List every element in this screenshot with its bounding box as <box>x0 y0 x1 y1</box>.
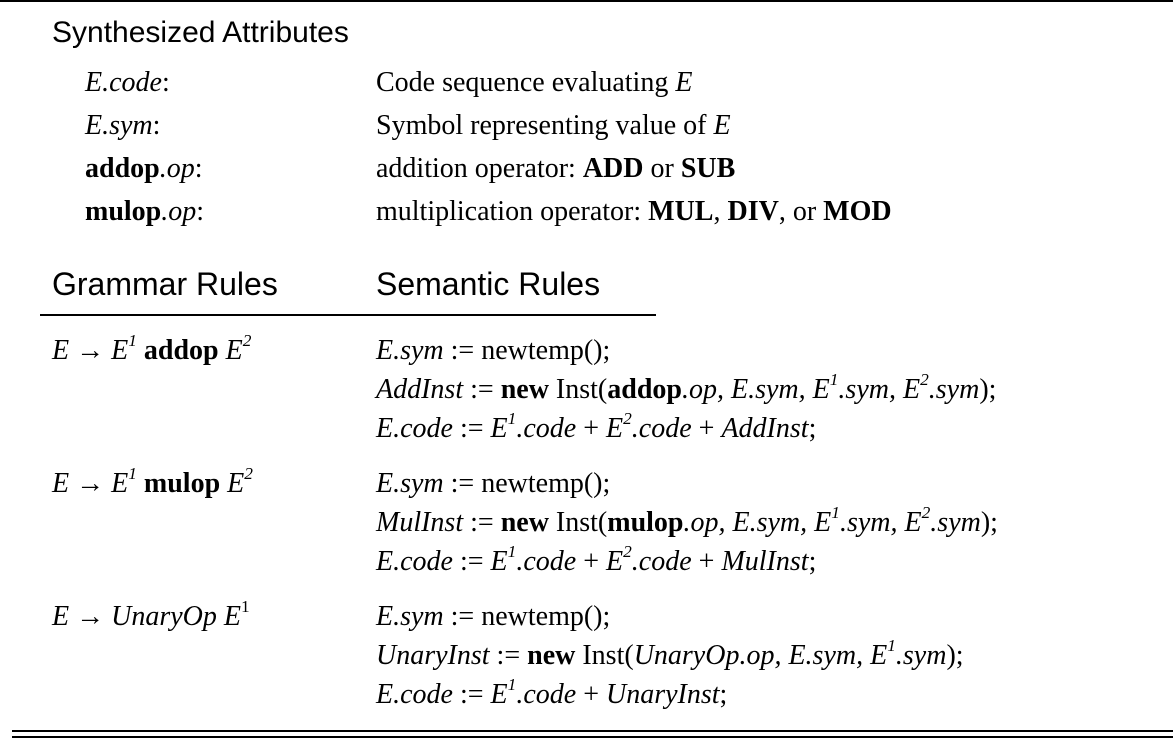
semantic-line: E.code := E1.code + E2.code + AddInst; <box>376 409 817 444</box>
attr-name-e-code: E.code: <box>85 67 170 98</box>
semantic-line: E.sym := newtemp(); <box>376 468 611 499</box>
semantic-line: UnaryInst := new Inst(UnaryOp.op, E.sym,… <box>376 636 964 671</box>
attr-name-addop: addop.op: <box>85 153 203 184</box>
semantic-line: AddInst := new Inst(addop.op, E.sym, E1.… <box>376 370 997 405</box>
attr-name-e-sym: E.sym: <box>85 110 161 141</box>
attr-desc-addop: addition operator: ADD or SUB <box>376 153 736 184</box>
attr-desc-e-sym: Symbol representing value of E <box>376 110 731 141</box>
semantic-line: E.sym := newtemp(); <box>376 335 611 366</box>
semantic-line: MulInst := new Inst(mulop.op, E.sym, E1.… <box>376 503 998 538</box>
production-mulop: E → E1 mulop E2 <box>52 464 253 499</box>
attr-desc-e-code: Code sequence evaluating E <box>376 67 693 98</box>
bottom-rule <box>12 736 1173 738</box>
production-unaryop: E → UnaryOp E1 <box>52 597 250 632</box>
semantic-line: E.code := E1.code + UnaryInst; <box>376 675 728 710</box>
section-title: Synthesized Attributes <box>52 16 349 49</box>
semantic-rules-header: Semantic Rules <box>376 266 601 302</box>
attr-desc-mulop: multiplication operator: MUL, DIV, or MO… <box>376 196 892 227</box>
grammar-rules-header: Grammar Rules <box>52 266 278 302</box>
production-addop: E → E1 addop E2 <box>52 331 252 366</box>
semantic-line: E.sym := newtemp(); <box>376 601 611 632</box>
bottom-rule <box>12 730 1173 732</box>
attr-name-mulop: mulop.op: <box>85 196 205 227</box>
header-rule <box>40 314 656 316</box>
top-rule <box>0 0 1173 2</box>
semantic-line: E.code := E1.code + E2.code + MulInst; <box>376 542 817 577</box>
